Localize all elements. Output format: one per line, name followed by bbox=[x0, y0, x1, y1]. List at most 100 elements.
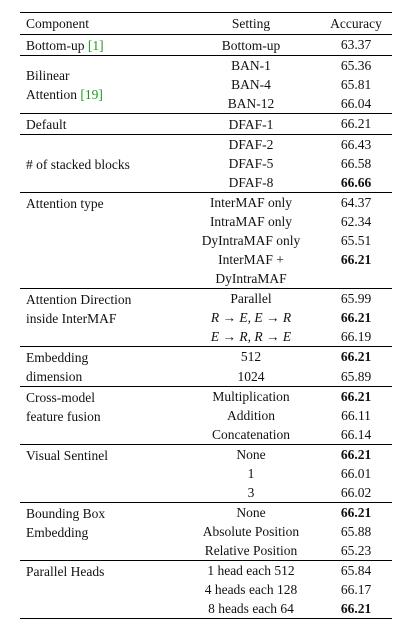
component-line: # of stacked blocks bbox=[26, 155, 176, 174]
table-row: Concatenation 66.14 bbox=[20, 425, 392, 445]
component-cell: Parallel Heads bbox=[20, 560, 182, 619]
accuracy-value: 66.21 bbox=[340, 310, 372, 325]
setting-cell: Parallel bbox=[182, 288, 320, 308]
accuracy-cell: 66.02 bbox=[320, 483, 392, 503]
accuracy-cell: 66.21 bbox=[320, 346, 392, 367]
component-line: Visual Sentinel bbox=[26, 446, 176, 465]
component-line: Attention type bbox=[26, 194, 176, 213]
accuracy-cell: 66.58 bbox=[320, 154, 392, 173]
component-line: Cross-model bbox=[26, 388, 176, 407]
table-row: Bottom-up [1] Bottom-up 63.37 bbox=[20, 34, 392, 56]
setting-cell: InterMAF + DyIntraMAF bbox=[182, 250, 320, 289]
component-line: Embedding bbox=[26, 348, 176, 367]
setting-text: 3 bbox=[247, 485, 255, 500]
component-text: feature fusion bbox=[26, 409, 101, 424]
setting-cell: Bottom-up bbox=[182, 34, 320, 56]
accuracy-cell: 65.84 bbox=[320, 560, 392, 580]
table-row: Default DFAF-1 66.21 bbox=[20, 113, 392, 135]
component-line: Default bbox=[26, 115, 176, 134]
accuracy-value: 66.58 bbox=[340, 156, 372, 171]
table-row: Embedding dimension 512 66.21 bbox=[20, 346, 392, 387]
setting-cell: DFAF-1 bbox=[182, 113, 320, 135]
table-row: 8 heads each 64 66.21 bbox=[20, 599, 392, 619]
setting-line: InterMAF + bbox=[218, 252, 284, 267]
component-line: Attention Direction bbox=[26, 290, 176, 309]
setting-line: DyIntraMAF bbox=[215, 271, 287, 286]
setting-text: Addition bbox=[226, 408, 275, 423]
setting-text: E → R, R → E bbox=[210, 329, 292, 344]
setting-text: BAN-4 bbox=[231, 77, 271, 92]
accuracy-cell: 66.21 bbox=[320, 599, 392, 619]
table-row: Parallel Heads 1 head each 512 65.84 bbox=[20, 560, 392, 619]
component-text: Default bbox=[26, 117, 67, 132]
component-text: Cross-model bbox=[26, 390, 95, 405]
table-row: Addition 66.11 bbox=[20, 406, 392, 425]
component-cell: Bottom-up [1] bbox=[20, 34, 182, 56]
setting-cell: BAN-4 bbox=[182, 75, 320, 94]
table-body: Bottom-up [1] Bottom-up 63.37 Bilinear Atten… bbox=[20, 34, 392, 619]
accuracy-cell: 66.21 bbox=[320, 250, 392, 289]
accuracy-value: 66.21 bbox=[340, 252, 372, 267]
setting-text: None bbox=[236, 505, 266, 520]
accuracy-value: 63.37 bbox=[340, 37, 372, 52]
setting-cell: Multiplication bbox=[182, 386, 320, 406]
setting-text: DFAF-8 bbox=[228, 175, 274, 190]
component-cell: Embedding dimension bbox=[20, 346, 182, 387]
setting-cell: E → R, R → E bbox=[182, 327, 320, 347]
table-row: DFAF-5 66.58 bbox=[20, 154, 392, 173]
accuracy-cell: 65.81 bbox=[320, 75, 392, 94]
accuracy-value: 65.36 bbox=[340, 58, 372, 73]
accuracy-cell: 66.19 bbox=[320, 327, 392, 347]
accuracy-cell: 66.21 bbox=[320, 386, 392, 406]
component-line: Attention [19] bbox=[26, 85, 176, 104]
accuracy-value: 66.43 bbox=[340, 137, 372, 152]
setting-text: Multiplication bbox=[212, 389, 290, 404]
setting-text: IntraMAF only bbox=[209, 214, 293, 229]
component-line: inside InterMAF bbox=[26, 309, 176, 328]
setting-text: 1 head each 512 bbox=[207, 563, 295, 578]
component-text: Parallel Heads bbox=[26, 564, 105, 579]
accuracy-value: 65.89 bbox=[340, 368, 372, 384]
component-text: Bilinear bbox=[26, 68, 70, 83]
component-text: Visual Sentinel bbox=[26, 448, 109, 463]
component-text: inside InterMAF bbox=[26, 311, 117, 326]
accuracy-cell: 65.88 bbox=[320, 522, 392, 541]
component-cell: Attention Direction inside InterMAF bbox=[20, 288, 182, 347]
component-text: # of stacked blocks bbox=[26, 156, 130, 172]
table-header: Component Setting Accuracy bbox=[20, 12, 392, 35]
accuracy-value: 65.99 bbox=[340, 291, 372, 306]
table-row: R → E, E → R 66.21 bbox=[20, 308, 392, 327]
accuracy-value: 66.21 bbox=[340, 349, 372, 364]
header-row: Component Setting Accuracy bbox=[20, 12, 392, 35]
accuracy-value: 66.21 bbox=[340, 601, 372, 616]
table-row: 3 66.02 bbox=[20, 483, 392, 503]
table-row: DFAF-8 66.66 bbox=[20, 173, 392, 193]
component-text: dimension bbox=[26, 369, 83, 384]
table-row: E → R, R → E 66.19 bbox=[20, 327, 392, 347]
setting-text: 1024 bbox=[237, 368, 265, 384]
setting-cell: Addition bbox=[182, 406, 320, 425]
setting-cell: DyIntraMAF only bbox=[182, 231, 320, 250]
setting-cell: None bbox=[182, 502, 320, 522]
component-line: feature fusion bbox=[26, 407, 176, 426]
component-text: Embedding bbox=[26, 525, 89, 540]
setting-text: BAN-1 bbox=[231, 58, 271, 73]
setting-text: Bottom-up bbox=[221, 37, 281, 53]
component-cell: Bilinear Attention [19] bbox=[20, 55, 182, 114]
component-line: dimension bbox=[26, 367, 176, 386]
accuracy-value: 66.21 bbox=[340, 447, 372, 462]
accuracy-cell: 65.89 bbox=[320, 367, 392, 387]
setting-text: 512 bbox=[240, 349, 262, 365]
accuracy-cell: 66.21 bbox=[320, 113, 392, 135]
component-line: Embedding bbox=[26, 523, 176, 542]
accuracy-value: 66.17 bbox=[340, 582, 372, 597]
accuracy-value: 65.81 bbox=[340, 77, 372, 92]
setting-cell: IntraMAF only bbox=[182, 212, 320, 231]
setting-text: DyIntraMAF only bbox=[201, 233, 301, 248]
setting-cell: 8 heads each 64 bbox=[182, 599, 320, 619]
accuracy-value: 64.37 bbox=[340, 195, 372, 210]
table-row: BAN-4 65.81 bbox=[20, 75, 392, 94]
table-row: Absolute Position 65.88 bbox=[20, 522, 392, 541]
accuracy-value: 65.88 bbox=[340, 524, 372, 539]
